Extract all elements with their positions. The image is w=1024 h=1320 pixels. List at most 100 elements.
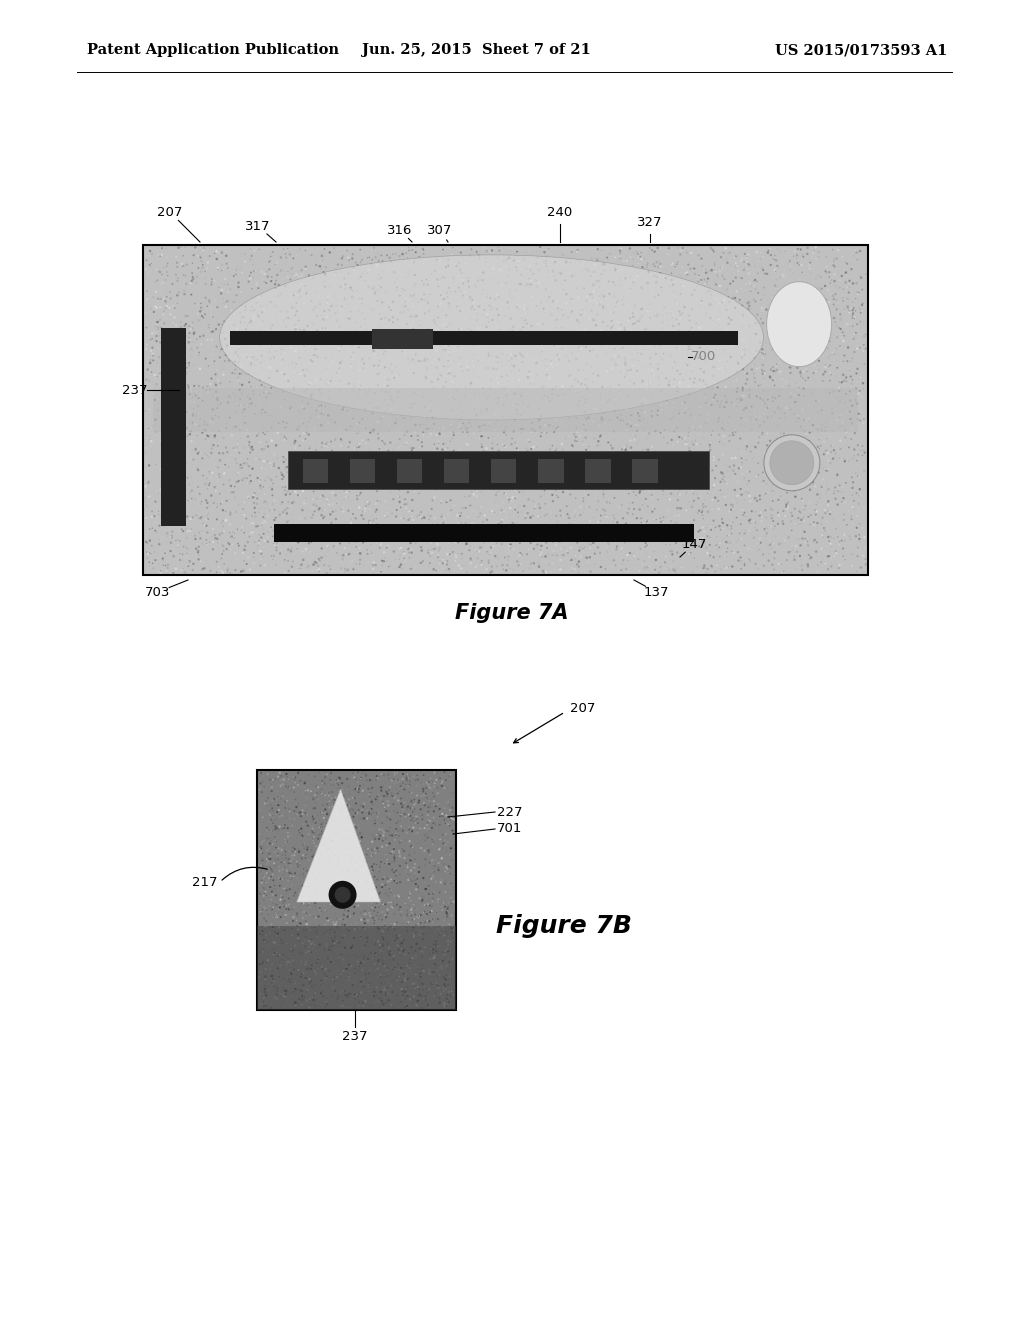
- Point: [246, 498, 262, 519]
- Point: [346, 985, 362, 1006]
- Point: [267, 273, 284, 294]
- Point: [242, 527, 258, 548]
- Point: [583, 516, 599, 537]
- Point: [562, 467, 579, 488]
- Point: [817, 276, 834, 297]
- Point: [588, 447, 604, 469]
- Point: [296, 987, 312, 1008]
- Point: [304, 818, 321, 840]
- Point: [537, 521, 553, 543]
- Point: [156, 301, 172, 322]
- Point: [725, 288, 741, 309]
- Point: [665, 252, 681, 273]
- Point: [171, 281, 187, 302]
- Point: [357, 495, 374, 516]
- Point: [687, 420, 703, 441]
- Point: [841, 315, 857, 337]
- Point: [826, 411, 843, 432]
- Point: [416, 413, 432, 434]
- Point: [272, 869, 289, 890]
- Point: [801, 305, 817, 326]
- Point: [673, 479, 689, 500]
- Point: [520, 539, 537, 560]
- Point: [560, 506, 577, 527]
- Point: [753, 248, 769, 269]
- Point: [774, 441, 791, 462]
- Point: [184, 405, 201, 426]
- Point: [516, 409, 532, 430]
- Point: [281, 458, 297, 479]
- Point: [846, 329, 862, 350]
- Point: [510, 554, 526, 576]
- Point: [270, 917, 287, 939]
- Point: [380, 871, 396, 892]
- Point: [355, 358, 372, 379]
- Point: [347, 788, 364, 809]
- Point: [330, 845, 346, 866]
- Point: [418, 451, 434, 473]
- Point: [282, 862, 298, 883]
- Point: [425, 832, 441, 853]
- Point: [699, 249, 716, 271]
- Point: [346, 896, 362, 917]
- Point: [472, 536, 488, 557]
- Point: [529, 388, 546, 409]
- Point: [246, 240, 262, 261]
- Point: [386, 948, 402, 969]
- Point: [796, 360, 812, 381]
- Point: [671, 426, 687, 447]
- Point: [741, 388, 758, 409]
- Point: [331, 883, 347, 904]
- Point: [335, 785, 351, 807]
- Point: [411, 298, 427, 319]
- Point: [471, 358, 487, 379]
- Point: [352, 436, 369, 457]
- Point: [611, 496, 628, 517]
- Point: [389, 935, 406, 956]
- Point: [360, 494, 377, 515]
- Point: [292, 945, 308, 966]
- Point: [391, 886, 408, 907]
- Point: [582, 290, 598, 312]
- Point: [413, 502, 429, 523]
- Point: [252, 966, 268, 987]
- Point: [189, 396, 206, 417]
- Point: [407, 381, 423, 403]
- Point: [368, 842, 384, 863]
- Point: [716, 243, 732, 264]
- Point: [720, 412, 736, 433]
- Point: [375, 791, 391, 812]
- Point: [322, 315, 338, 337]
- Point: [258, 381, 274, 403]
- Point: [385, 949, 401, 970]
- Point: [225, 292, 242, 313]
- Point: [513, 345, 529, 366]
- Point: [317, 958, 334, 979]
- Point: [366, 421, 382, 442]
- Point: [617, 477, 634, 498]
- Point: [531, 409, 548, 430]
- Point: [150, 317, 166, 338]
- Point: [849, 517, 865, 539]
- Point: [422, 928, 438, 949]
- Point: [306, 784, 323, 805]
- Point: [166, 337, 182, 358]
- Point: [848, 288, 864, 309]
- Point: [553, 467, 569, 488]
- Point: [519, 396, 536, 417]
- Point: [527, 367, 544, 388]
- Point: [253, 983, 269, 1005]
- Point: [333, 352, 349, 374]
- Point: [844, 413, 860, 434]
- Point: [408, 236, 424, 257]
- Point: [435, 845, 452, 866]
- Point: [346, 972, 362, 993]
- Point: [578, 517, 594, 539]
- Point: [486, 434, 503, 455]
- Point: [692, 317, 709, 338]
- Point: [802, 548, 818, 569]
- Point: [692, 385, 709, 407]
- Point: [442, 850, 459, 871]
- Point: [638, 304, 654, 325]
- Point: [460, 271, 476, 292]
